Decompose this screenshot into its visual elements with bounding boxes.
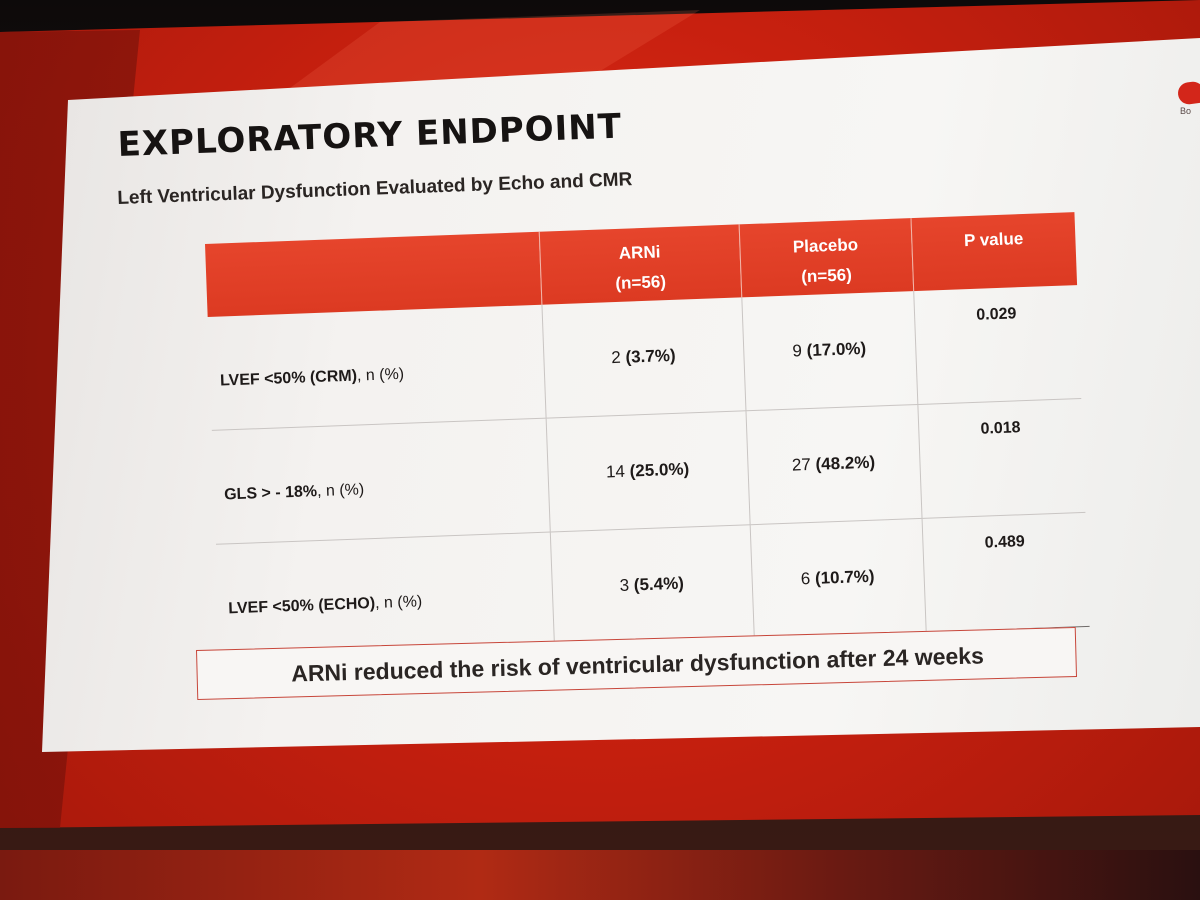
placebo-count: 27 xyxy=(791,454,812,475)
row-label-rest: , n (%) xyxy=(316,481,365,501)
heart-shape xyxy=(1176,80,1200,106)
header-placebo-n: (n=56) xyxy=(800,265,853,287)
results-table-container: ARNi (n=56) Placebo (n=56) P value LVEF … xyxy=(205,212,1090,659)
placebo-count: 6 xyxy=(800,569,811,589)
row-label: LVEF <50% (CRM), n (%) xyxy=(207,304,546,431)
placebo-cell: 9 (17.0%) xyxy=(741,291,918,411)
placebo-count: 9 xyxy=(792,341,803,361)
arni-percent: (25.0%) xyxy=(629,459,690,481)
logo-text: Bo xyxy=(1180,106,1192,116)
row-label: GLS > - 18%, n (%) xyxy=(211,418,550,545)
row-label-rest: , n (%) xyxy=(374,593,423,613)
arni-cell: 2 (3.7%) xyxy=(541,297,746,419)
row-label-bold: LVEF <50% (ECHO) xyxy=(228,595,376,618)
arni-cell: 3 (5.4%) xyxy=(549,524,754,646)
arni-count: 2 xyxy=(610,347,622,368)
header-cell-empty xyxy=(205,231,542,317)
header-arni-n: (n=56) xyxy=(615,272,667,293)
row-label-bold: LVEF <50% (CRM) xyxy=(219,367,358,390)
header-cell-pvalue: P value xyxy=(910,212,1078,292)
row-label-bold: GLS > - 18% xyxy=(223,483,318,504)
arni-percent: (5.4%) xyxy=(633,573,685,595)
header-pvalue-label: P value xyxy=(963,229,1024,251)
placebo-cell: 6 (10.7%) xyxy=(749,518,926,639)
arni-cell: 14 (25.0%) xyxy=(545,410,750,533)
arni-count: 14 xyxy=(605,461,626,482)
pvalue-cell: 0.018 xyxy=(917,398,1086,519)
pvalue-cell: 0.489 xyxy=(921,512,1090,633)
results-table: ARNi (n=56) Placebo (n=56) P value LVEF … xyxy=(205,212,1090,659)
pvalue-cell: 0.029 xyxy=(913,285,1082,405)
header-cell-arni: ARNi (n=56) xyxy=(538,224,742,305)
placebo-percent: (48.2%) xyxy=(815,452,876,474)
row-label: LVEF <50% (ECHO), n (%) xyxy=(216,532,554,659)
heart-logo-icon: Bo xyxy=(1170,80,1200,128)
placebo-percent: (17.0%) xyxy=(806,338,867,361)
arni-percent: (3.7%) xyxy=(625,345,676,367)
placebo-percent: (10.7%) xyxy=(814,566,875,588)
placebo-cell: 27 (48.2%) xyxy=(745,404,922,525)
arni-count: 3 xyxy=(619,575,630,596)
stage-glow xyxy=(0,850,1200,900)
header-cell-placebo: Placebo (n=56) xyxy=(738,218,914,298)
row-label-rest: , n (%) xyxy=(356,365,405,385)
